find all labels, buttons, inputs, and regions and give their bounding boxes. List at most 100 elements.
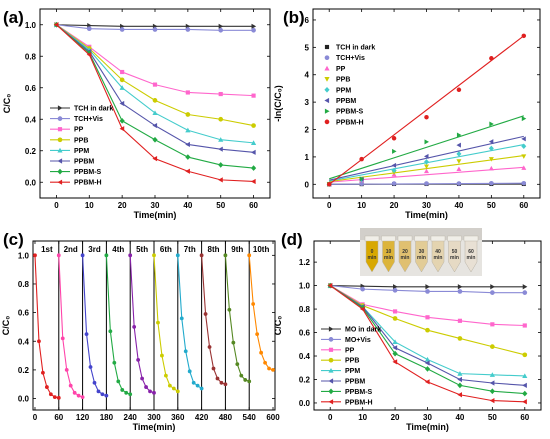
data-point (251, 123, 256, 128)
data-point (521, 165, 527, 170)
data-point (164, 373, 168, 378)
y-tick-label: 1.0 (299, 282, 311, 291)
x-tick-label: 40 (455, 413, 464, 422)
data-point (271, 367, 275, 372)
legend-entry: PPBM-S (74, 169, 102, 176)
data-point (33, 253, 37, 258)
data-point (425, 289, 430, 294)
x-tick-label: 360 (171, 413, 185, 422)
data-point (235, 362, 240, 367)
y-tick-label: 2 (305, 126, 310, 135)
data-point (457, 336, 463, 341)
legend-marker (324, 108, 330, 114)
series-tch-vis (326, 180, 527, 187)
data-point (424, 139, 429, 145)
data-point (185, 141, 190, 148)
data-point (156, 320, 160, 325)
legend-marker (328, 337, 334, 342)
data-point (425, 315, 430, 320)
data-point (247, 253, 252, 258)
vial-label: 10 min (384, 249, 393, 261)
legend-entry: MO in dark (345, 327, 381, 334)
x-tick-label: 60 (520, 413, 529, 422)
x-tick-label: 600 (266, 413, 280, 422)
data-point (522, 284, 528, 290)
data-point (391, 167, 397, 174)
data-point (203, 312, 208, 316)
data-point (52, 395, 57, 400)
data-point (251, 23, 257, 29)
legend-entry: PPBM-S (336, 109, 364, 116)
data-point (424, 356, 431, 362)
data-point (48, 392, 53, 397)
y-tick-label: 0 (305, 180, 310, 189)
data-point (119, 100, 125, 107)
data-point (195, 383, 200, 388)
legend-marker (57, 116, 63, 121)
y-tick-label: 0.0 (299, 399, 311, 408)
data-point (119, 117, 125, 124)
data-point (392, 148, 397, 154)
panel-label: (b) (283, 8, 305, 27)
data-point (424, 379, 430, 385)
data-point (522, 390, 528, 397)
data-point (152, 136, 158, 143)
vial-label-line: min (467, 255, 476, 261)
data-point (152, 253, 156, 258)
data-point (136, 357, 141, 362)
data-point (128, 392, 133, 397)
data-point (360, 306, 365, 312)
legend-entry: MO+Vis (345, 337, 371, 344)
data-point (227, 307, 232, 312)
data-point (489, 380, 495, 386)
vial-label: 50 min (450, 249, 459, 261)
data-point (391, 162, 397, 168)
vial-label-line: min (450, 255, 459, 261)
legend-marker (324, 44, 330, 50)
series-ppm (53, 22, 257, 145)
fit-line (329, 115, 524, 180)
data-point (124, 390, 129, 395)
legend-marker (328, 347, 334, 352)
vial: 40 min (430, 235, 446, 273)
data-point (120, 388, 125, 392)
cycle-6: 6th (152, 241, 180, 410)
series-line (329, 285, 525, 356)
series-ppbm (326, 135, 526, 187)
cycle-4: 4th (104, 241, 133, 410)
vial-label-line: 20 (402, 249, 408, 255)
data-point (359, 176, 365, 182)
legend-marker (328, 399, 334, 405)
data-point (41, 370, 45, 375)
data-point (456, 166, 462, 171)
x-tick-label: 240 (124, 413, 138, 422)
cycle-10: 10th (247, 245, 275, 372)
x-axis-title: Time(min) (406, 422, 449, 432)
legend-entry: PPB (336, 77, 350, 84)
legend-entry: PPBM (336, 98, 356, 105)
panel-label: (c) (3, 230, 24, 249)
data-point (522, 323, 527, 328)
data-point (521, 33, 527, 39)
data-point (425, 284, 431, 290)
data-point (112, 360, 117, 365)
x-tick-label: 20 (390, 201, 399, 210)
vial-label: 20 min (401, 249, 410, 261)
cycle-line (201, 255, 226, 385)
data-point (171, 386, 176, 391)
data-point (522, 399, 527, 405)
series-mo-vis (327, 283, 528, 295)
data-point (489, 372, 495, 377)
data-point (489, 180, 494, 186)
vial-label-line: 10 (386, 249, 392, 255)
panel-d: 0 10 20 30 40 50 60 0.0 0.2 0.4 0.6 0.8 1.0 1.2 Time(m… (273, 228, 542, 432)
y-tick-label: 0.8 (18, 280, 30, 289)
cycle-line (129, 255, 155, 394)
x-tick-label: 30 (422, 201, 431, 210)
data-point (119, 85, 125, 90)
data-point (424, 360, 430, 366)
x-tick-label: 180 (100, 413, 114, 422)
data-point (185, 112, 191, 117)
legend-entry: PPB (74, 137, 88, 144)
